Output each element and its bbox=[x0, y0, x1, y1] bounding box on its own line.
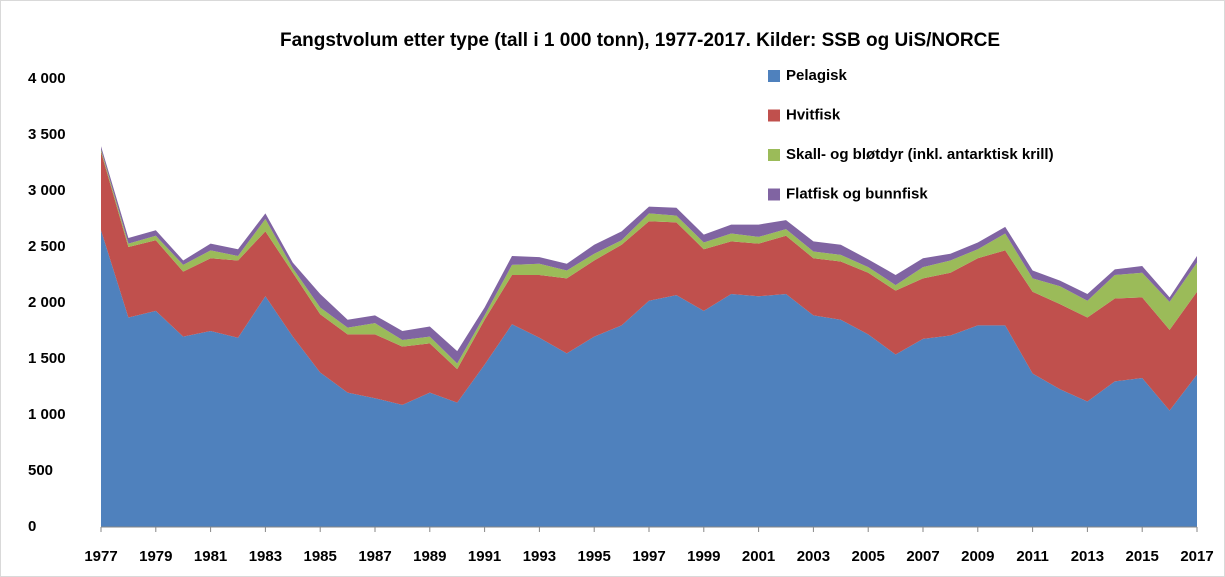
x-tick-label: 1995 bbox=[578, 548, 611, 565]
x-tick-label: 1979 bbox=[139, 548, 172, 565]
y-tick-label: 3 000 bbox=[28, 182, 66, 199]
x-tick-label: 1993 bbox=[523, 548, 556, 565]
x-tick-label: 2011 bbox=[1016, 548, 1049, 565]
legend-swatch bbox=[768, 70, 780, 82]
y-tick-label: 2 500 bbox=[28, 238, 66, 255]
legend-swatch bbox=[768, 149, 780, 161]
x-tick-label: 2003 bbox=[797, 548, 830, 565]
x-tick-label: 1985 bbox=[304, 548, 337, 565]
x-tick-label: 1991 bbox=[468, 548, 501, 565]
x-tick-label: 2007 bbox=[906, 548, 939, 565]
y-tick-label: 3 500 bbox=[28, 126, 66, 143]
x-tick-label: 1981 bbox=[194, 548, 227, 565]
area bbox=[101, 151, 1197, 411]
x-tick-label: 2009 bbox=[961, 548, 994, 565]
legend-label: Pelagisk bbox=[786, 67, 848, 84]
x-tick-label: 2015 bbox=[1126, 548, 1159, 565]
y-tick-label: 1 500 bbox=[28, 350, 66, 367]
y-tick-label: 4 000 bbox=[28, 70, 66, 87]
x-tick-label: 1999 bbox=[687, 548, 720, 565]
chart-title: Fangstvolum etter type (tall i 1 000 ton… bbox=[280, 30, 1000, 51]
legend-label: Hvitfisk bbox=[786, 106, 841, 123]
x-tick-label: 1989 bbox=[413, 548, 446, 565]
x-tick-label: 2013 bbox=[1071, 548, 1104, 565]
x-tick-label: 2017 bbox=[1180, 548, 1213, 565]
y-tick-label: 500 bbox=[28, 462, 53, 479]
y-tick-label: 0 bbox=[28, 518, 36, 535]
y-tick-label: 1 000 bbox=[28, 406, 66, 423]
x-tick-label: 1987 bbox=[358, 548, 391, 565]
area bbox=[101, 230, 1197, 527]
x-tick-label: 1997 bbox=[632, 548, 665, 565]
x-tick-label: 2005 bbox=[852, 548, 885, 565]
x-tick-label: 2001 bbox=[742, 548, 775, 565]
y-tick-label: 2 000 bbox=[28, 294, 66, 311]
x-tick-label: 1983 bbox=[249, 548, 282, 565]
legend-swatch bbox=[768, 188, 780, 201]
legend-swatch bbox=[768, 109, 780, 122]
legend-label: Skall- og bløtdyr (inkl. antarktisk kril… bbox=[786, 146, 1054, 163]
x-tick-label: 1977 bbox=[84, 548, 117, 565]
legend-label: Flatfisk og bunnfisk bbox=[786, 185, 928, 202]
